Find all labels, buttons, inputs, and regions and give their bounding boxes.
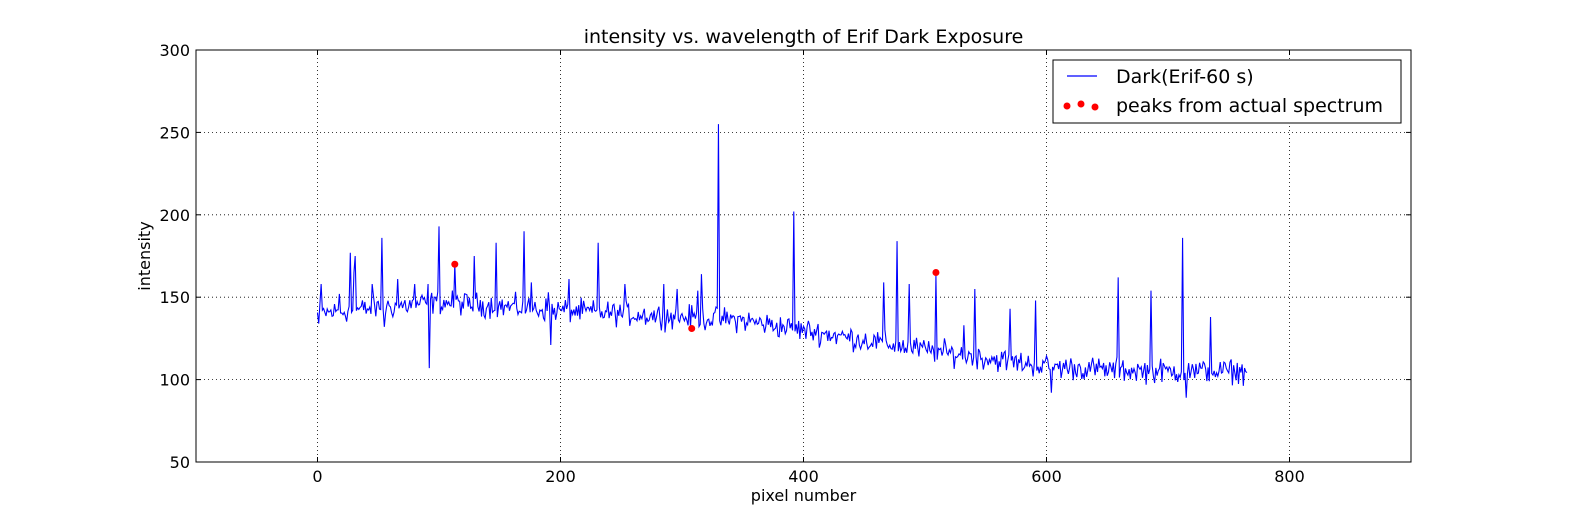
peak-point (688, 325, 696, 333)
x-tick-label: 400 (788, 467, 819, 486)
plot-area (316, 124, 1248, 398)
legend-entry-points: peaks from actual spectrum (1116, 95, 1383, 117)
y-tick-label: 300 (159, 41, 190, 60)
peak-point (451, 260, 459, 268)
y-tick-label: 100 (159, 371, 190, 390)
legend: Dark(Erif-60 s) peaks from actual spectr… (1052, 59, 1402, 124)
y-tick-label: 250 (159, 123, 190, 142)
x-tick-label: 600 (1031, 467, 1062, 486)
legend-point-swatch (1091, 103, 1099, 111)
legend-entry-line: Dark(Erif-60 s) (1116, 66, 1254, 88)
x-tick-label: 800 (1274, 467, 1305, 486)
peak-point (932, 268, 940, 276)
x-tick-label: 200 (545, 467, 576, 486)
axis-ticks: 0 200 400 600 800 50 100 150 200 250 300 (159, 41, 1411, 486)
y-axis-label: intensity (135, 221, 154, 290)
chart-title: intensity vs. wavelength of Erif Dark Ex… (584, 26, 1024, 48)
legend-point-swatch (1063, 102, 1071, 110)
x-tick-label: 0 (312, 467, 322, 486)
y-tick-label: 200 (159, 206, 190, 225)
series-line (316, 124, 1248, 398)
x-axis-label: pixel number (751, 486, 857, 505)
y-tick-label: 150 (159, 288, 190, 307)
legend-box (1052, 59, 1402, 124)
y-tick-label: 50 (170, 453, 190, 472)
legend-point-swatch (1077, 100, 1085, 108)
